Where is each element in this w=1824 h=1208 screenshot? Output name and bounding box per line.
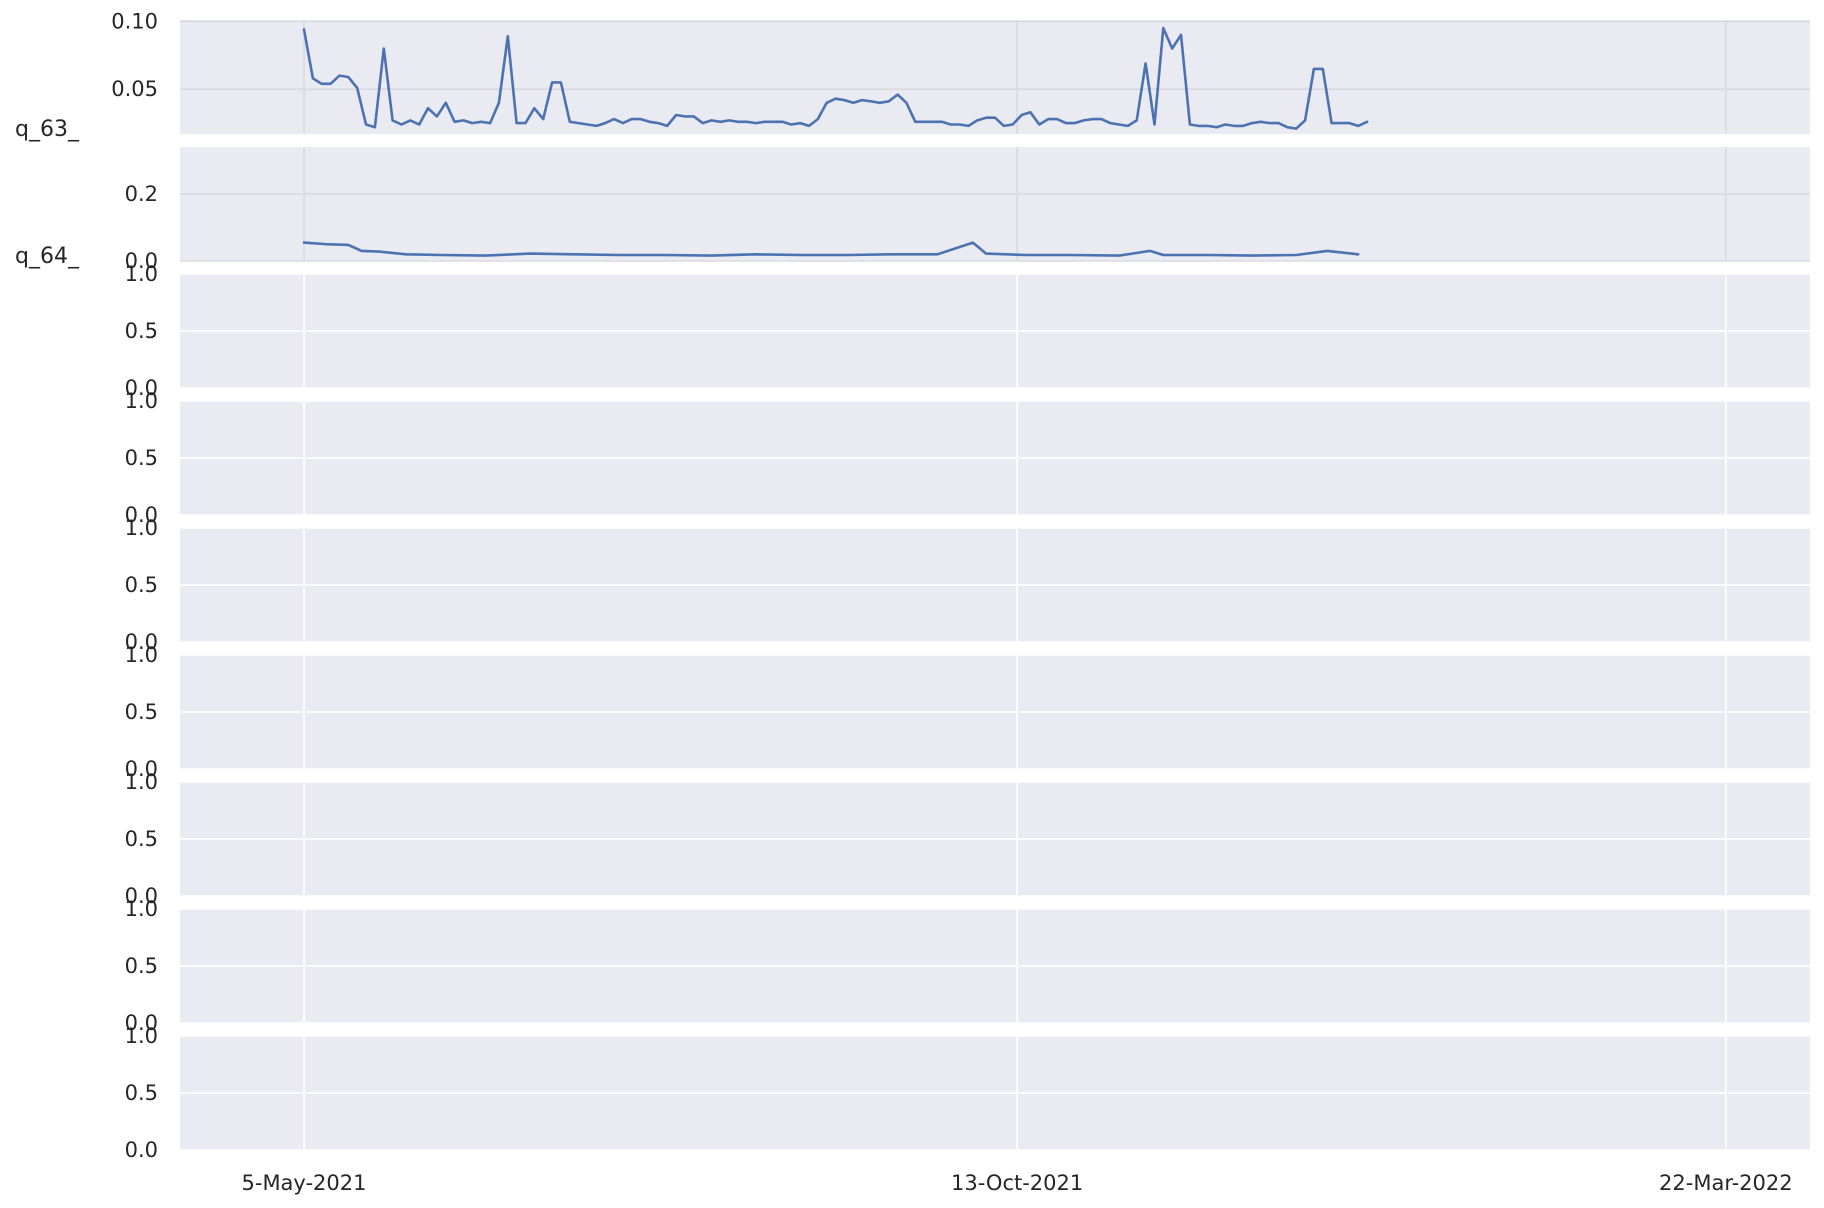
- y-tick-label: 0.0: [125, 503, 158, 527]
- y-tick-label: 0.5: [125, 319, 158, 343]
- y-tick-label: 0.10: [111, 9, 158, 33]
- y-tick-label: 1.0: [125, 389, 158, 413]
- y-tick-label: 0.0: [125, 1011, 158, 1035]
- panel-3: 0.0 0.5 1.0: [125, 262, 1810, 400]
- y-tick-label: 0.5: [125, 827, 158, 851]
- panel-background: [180, 147, 1810, 261]
- panel-5: 0.0 0.5 1.0: [125, 516, 1810, 654]
- y-tick-label: 0.0: [125, 884, 158, 908]
- y-tick-label: 0.05: [111, 77, 158, 101]
- series-line: [302, 241, 1360, 257]
- panel-7: 0.0 0.5 1.0: [125, 770, 1810, 908]
- panel-1: 0.05 0.10 q_63_: [15, 9, 1810, 142]
- y-tick-label: 1.0: [125, 516, 158, 540]
- y-tick-label: 1.0: [125, 897, 158, 921]
- y-tick-label: 1.0: [125, 643, 158, 667]
- y-tick-label: 0.0: [125, 757, 158, 781]
- row-label: q_63_: [15, 117, 80, 142]
- y-tick-label: 0.5: [125, 446, 158, 470]
- y-tick-label: 0.5: [125, 700, 158, 724]
- y-tick-label: 0.5: [125, 1081, 158, 1105]
- y-tick-label: 0.0: [125, 630, 158, 654]
- panel-6: 0.0 0.5 1.0: [125, 643, 1810, 781]
- y-tick-label: 1.0: [125, 262, 158, 286]
- y-tick-label: 0.5: [125, 954, 158, 978]
- panel-4: 0.0 0.5 1.0: [125, 389, 1810, 527]
- y-tick-label: 0.0: [125, 376, 158, 400]
- x-tick-label: 13-Oct-2021: [951, 1171, 1083, 1195]
- x-tick-label: 22-Mar-2022: [1659, 1171, 1793, 1195]
- y-tick-label: 0.2: [125, 182, 158, 206]
- y-tick-label: 1.0: [125, 770, 158, 794]
- y-tick-label: 0.0: [125, 1138, 158, 1162]
- y-tick-label: 1.0: [125, 1024, 158, 1048]
- y-tick-label: 0.5: [125, 573, 158, 597]
- row-label: q_64_: [15, 244, 80, 269]
- panel-8: 0.0 0.5 1.0: [125, 897, 1810, 1035]
- panel-2: 0.0 0.2 q_64_: [15, 147, 1810, 273]
- y-tick-label: 0.0: [125, 249, 158, 273]
- x-tick-label: 5-May-2021: [242, 1171, 367, 1195]
- panel-9: 0.0 0.5 1.0: [125, 1024, 1810, 1162]
